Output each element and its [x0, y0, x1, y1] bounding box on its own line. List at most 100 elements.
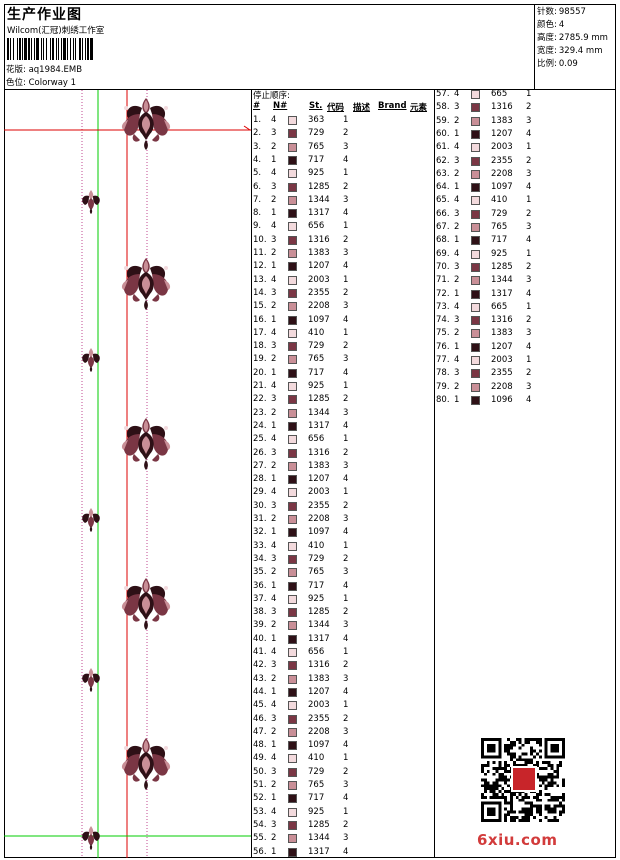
thread-code: 656 [308, 434, 325, 445]
color-swatch [288, 288, 297, 298]
color-swatch [471, 223, 480, 232]
needle-number: 4 [271, 168, 277, 179]
thread-code: 656 [308, 221, 325, 232]
element-number: 1 [526, 248, 532, 259]
thread-code: 1316 [308, 660, 330, 671]
element-number: 2 [343, 287, 349, 298]
thread-code: 1207 [491, 341, 513, 352]
needle-number: 2 [271, 141, 277, 152]
stop-row: 52. 1 717 4 [252, 793, 435, 806]
element-number: 2 [526, 208, 532, 219]
color-swatch [288, 275, 297, 285]
stat-label: 颜色: [537, 20, 557, 30]
stop-index: 46. [253, 713, 267, 724]
stop-index: 24. [253, 420, 267, 431]
thread-code: 410 [308, 327, 325, 338]
color-swatch [288, 541, 297, 551]
stop-row: 25. 4 656 1 [252, 434, 435, 447]
thread-code: 2208 [308, 514, 330, 524]
element-number: 2 [343, 394, 349, 405]
color-swatch [288, 634, 297, 644]
stop-row: 35. 2 765 3 [252, 567, 435, 580]
thread-code: 765 [308, 141, 325, 152]
stop-index: 53. [253, 806, 267, 817]
element-number: 3 [526, 328, 532, 339]
color-swatch [288, 475, 297, 485]
needle-number: 4 [454, 195, 460, 206]
element-number: 3 [343, 248, 349, 258]
needle-number: 2 [271, 354, 277, 365]
damask-motif-small [82, 826, 100, 850]
color-swatch [288, 408, 297, 418]
element-number: 4 [343, 474, 349, 485]
stop-row: 74. 3 1316 2 [435, 315, 618, 328]
thread-code: 410 [308, 540, 325, 551]
stop-row: 30. 3 2355 2 [252, 501, 435, 514]
element-number: 4 [343, 580, 349, 591]
needle-number: 3 [454, 208, 460, 219]
needle-number: 2 [271, 514, 277, 524]
element-number: 2 [343, 660, 349, 671]
colorway-line: 色位: Colorway 1 [6, 76, 76, 88]
needle-number: 1 [271, 633, 277, 644]
color-swatch [471, 196, 480, 206]
element-number: 3 [343, 514, 349, 524]
element-number: 2 [526, 368, 532, 379]
color-swatch [288, 328, 297, 338]
stop-index: 57. [436, 89, 450, 99]
element-number: 2 [343, 234, 349, 245]
element-number: 3 [343, 780, 349, 790]
needle-number: 1 [271, 261, 277, 272]
thread-code: 729 [308, 341, 325, 352]
color-swatch [288, 195, 297, 205]
stop-row: 28. 1 1207 4 [252, 474, 435, 487]
thread-code: 1344 [308, 620, 330, 631]
needle-number: 1 [454, 128, 460, 139]
element-number: 2 [343, 713, 349, 724]
element-number: 1 [343, 806, 349, 817]
stop-row: 54. 3 1285 2 [252, 820, 435, 833]
color-swatch [288, 249, 297, 258]
stop-index: 42. [253, 660, 267, 671]
needle-number: 1 [271, 580, 277, 591]
needle-number: 4 [271, 540, 277, 551]
color-swatch [288, 116, 297, 125]
element-number: 4 [526, 288, 532, 299]
thread-code: 1097 [308, 527, 330, 538]
color-swatch [471, 356, 480, 365]
stat-value: 329.4 mm [558, 46, 603, 56]
needle-number: 3 [271, 447, 277, 458]
stop-row: 38. 3 1285 2 [252, 607, 435, 620]
stop-row: 37. 4 925 1 [252, 594, 435, 607]
stop-row: 56. 1 1317 4 [252, 847, 435, 860]
element-number: 3 [343, 726, 349, 737]
stop-index: 3. [253, 141, 262, 152]
color-swatch [288, 820, 297, 830]
thread-code: 2208 [491, 381, 513, 392]
stop-row: 57. 4 665 1 [435, 89, 618, 102]
stop-index: 13. [253, 274, 267, 285]
stop-index: 21. [253, 381, 267, 391]
stop-row: 44. 1 1207 4 [252, 687, 435, 700]
stop-row: 32. 1 1097 4 [252, 527, 435, 540]
stop-row: 77. 4 2003 1 [435, 355, 618, 368]
needle-number: 2 [454, 115, 460, 126]
stop-row: 17. 4 410 1 [252, 328, 435, 341]
damask-motif-large [121, 258, 171, 310]
thread-code: 729 [308, 553, 325, 564]
element-number: 3 [526, 381, 532, 392]
needle-number: 4 [271, 381, 277, 391]
needle-number: 3 [271, 660, 277, 671]
color-swatch [288, 648, 297, 657]
stop-row: 50. 3 729 2 [252, 767, 435, 780]
stop-row: 8. 1 1317 4 [252, 208, 435, 221]
color-swatch [471, 236, 480, 246]
stop-row: 26. 3 1316 2 [252, 448, 435, 461]
element-number: 4 [343, 846, 349, 857]
color-swatch [288, 262, 297, 272]
stop-row: 70. 3 1285 2 [435, 262, 618, 275]
stop-index: 5. [253, 168, 262, 179]
stop-row: 61. 4 2003 1 [435, 142, 618, 155]
needle-number: 2 [271, 301, 277, 312]
stop-row: 59. 2 1383 3 [435, 116, 618, 129]
